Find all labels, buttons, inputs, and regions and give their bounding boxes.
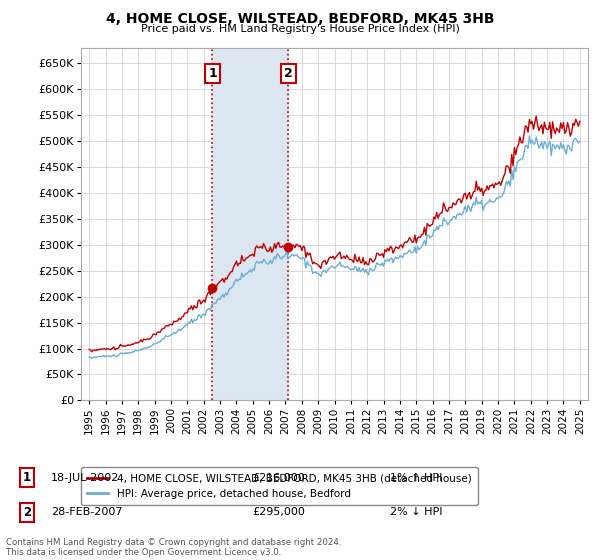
Text: 28-FEB-2007: 28-FEB-2007 <box>51 507 122 517</box>
Text: 2: 2 <box>23 506 31 519</box>
Text: £216,000: £216,000 <box>252 473 305 483</box>
Text: 1: 1 <box>23 471 31 484</box>
Text: £295,000: £295,000 <box>252 507 305 517</box>
Legend: 4, HOME CLOSE, WILSTEAD, BEDFORD, MK45 3HB (detached house), HPI: Average price,: 4, HOME CLOSE, WILSTEAD, BEDFORD, MK45 3… <box>81 468 478 505</box>
Text: 1% ↑ HPI: 1% ↑ HPI <box>390 473 442 483</box>
Text: 4, HOME CLOSE, WILSTEAD, BEDFORD, MK45 3HB: 4, HOME CLOSE, WILSTEAD, BEDFORD, MK45 3… <box>106 12 494 26</box>
Text: 2: 2 <box>284 67 292 80</box>
Text: Price paid vs. HM Land Registry's House Price Index (HPI): Price paid vs. HM Land Registry's House … <box>140 24 460 34</box>
Text: Contains HM Land Registry data © Crown copyright and database right 2024.
This d: Contains HM Land Registry data © Crown c… <box>6 538 341 557</box>
Text: 2% ↓ HPI: 2% ↓ HPI <box>390 507 443 517</box>
Bar <box>212 48 288 400</box>
Text: 18-JUL-2002: 18-JUL-2002 <box>51 473 119 483</box>
Text: 1: 1 <box>208 67 217 80</box>
